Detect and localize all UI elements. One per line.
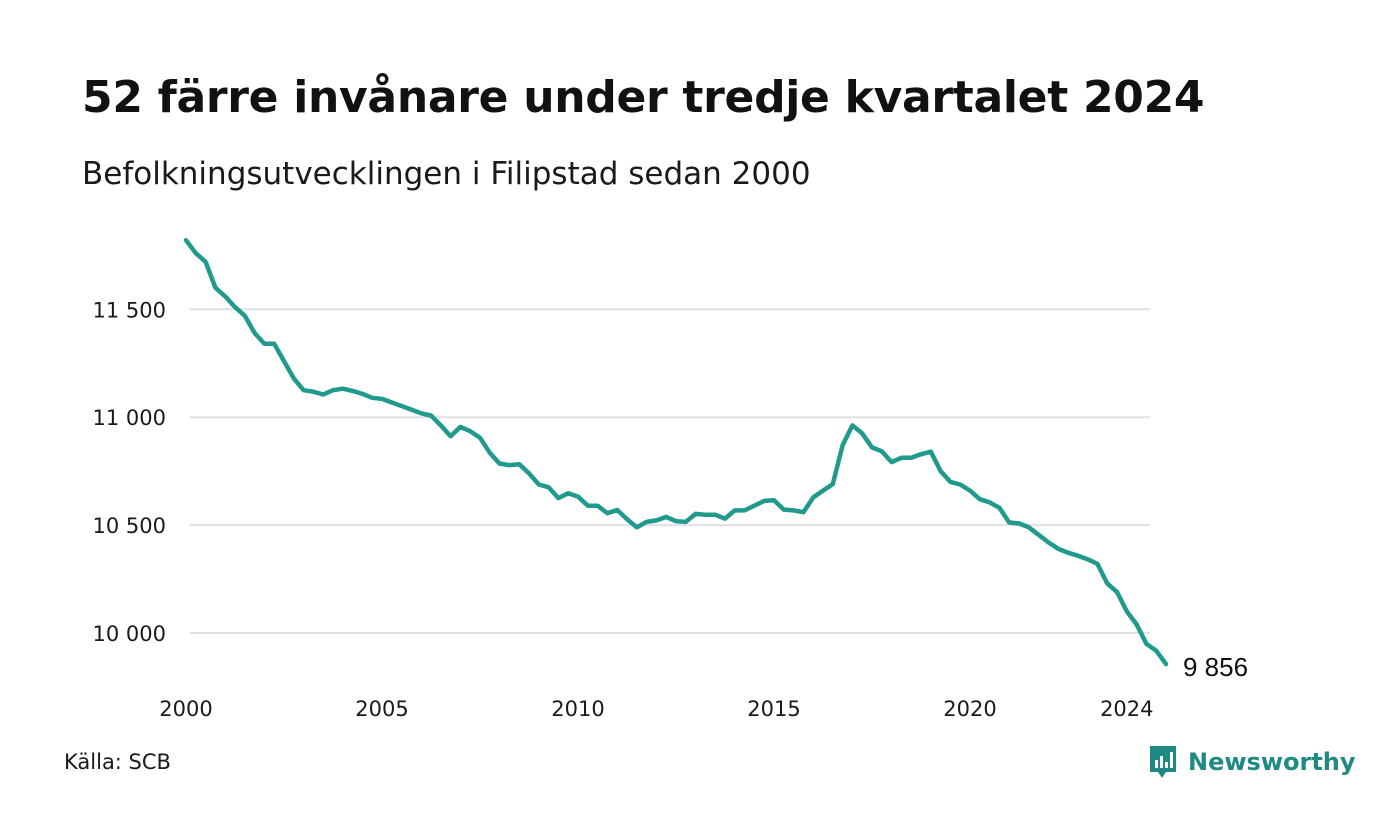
chart-subtitle: Befolkningsutvecklingen i Filipstad seda… xyxy=(82,156,811,192)
population-series-line xyxy=(183,237,1169,667)
end-value-label: 9 856 xyxy=(1183,652,1248,682)
x-tick-label: 2015 xyxy=(747,697,800,721)
x-tick-label: 2024 xyxy=(1100,697,1153,721)
source-label: Källa: SCB xyxy=(64,750,171,774)
brand-name: Newsworthy xyxy=(1188,748,1356,776)
x-tick-label: 2000 xyxy=(159,697,212,721)
x-tick-label: 2010 xyxy=(551,697,604,721)
y-tick-label: 11 000 xyxy=(93,406,166,430)
chart-title: 52 färre invånare under tredje kvartalet… xyxy=(82,72,1205,123)
y-tick-label: 10 000 xyxy=(93,622,166,646)
y-tick-label: 10 500 xyxy=(93,514,166,538)
x-tick-label: 2020 xyxy=(943,697,996,721)
newsworthy-logo-icon xyxy=(1150,746,1176,778)
x-tick-label: 2005 xyxy=(355,697,408,721)
y-tick-label: 11 500 xyxy=(93,298,166,322)
brand-logo: Newsworthy xyxy=(1148,744,1356,780)
